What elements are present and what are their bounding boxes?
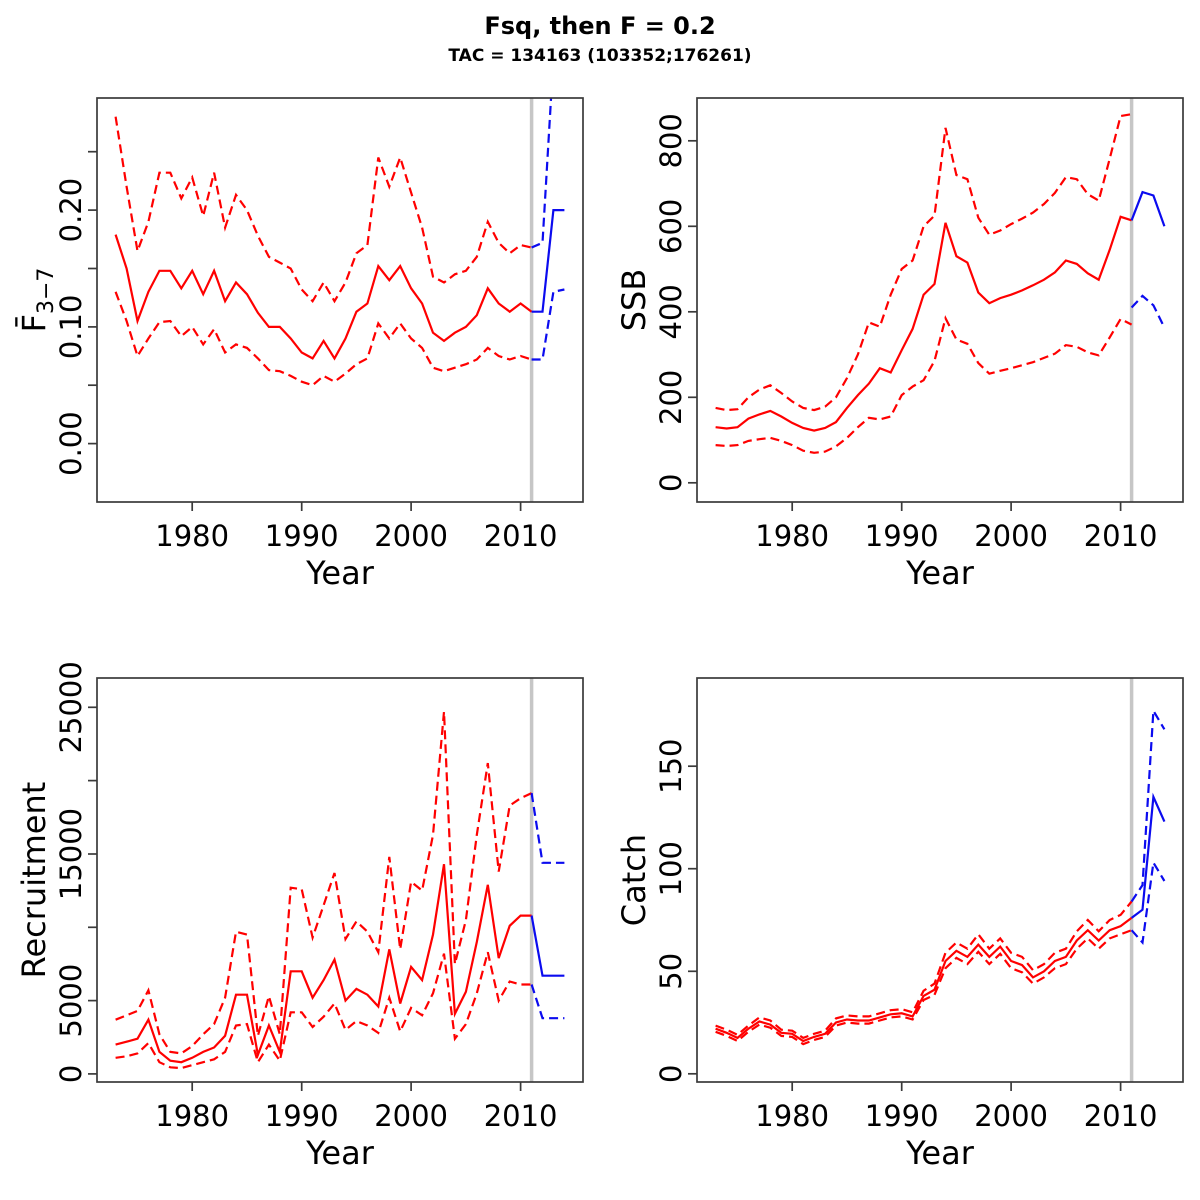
svg-text:0.20: 0.20 (54, 178, 88, 243)
svg-text:1980: 1980 (755, 1099, 829, 1133)
svg-text:2010: 2010 (1084, 1099, 1158, 1133)
svg-text:1990: 1990 (265, 519, 339, 553)
panel-recruitment: 1980 1990 2000 2010 0 5000 15000 25000 Year Recru… (0, 660, 600, 1200)
svg-text:0.10: 0.10 (54, 295, 88, 360)
svg-text:Year: Year (905, 554, 975, 592)
svg-text:0.00: 0.00 (54, 411, 88, 476)
svg-text:2010: 2010 (484, 519, 558, 553)
svg-text:Year: Year (905, 1134, 975, 1172)
fbar-chart: 1980 1990 2000 2010 0.00 0.10 0.20 Year F̄3−7 (14, 97, 584, 592)
svg-text:50: 50 (654, 953, 688, 990)
figure-subtitle: TAC = 134163 (103352;176261) (448, 46, 752, 66)
svg-text:150: 150 (654, 739, 688, 794)
panel-fbar: 1980 1990 2000 2010 0.00 0.10 0.20 Year F̄3−7 (0, 80, 600, 660)
svg-text:SSB: SSB (615, 269, 653, 332)
svg-text:Recruitment: Recruitment (15, 782, 53, 979)
panel-ssb: 1980 1990 2000 2010 0 200 400 600 800 Year SSB (600, 80, 1200, 660)
svg-text:1980: 1980 (755, 519, 829, 553)
svg-text:Year: Year (305, 1134, 375, 1172)
svg-text:400: 400 (654, 284, 688, 339)
svg-text:100: 100 (654, 841, 688, 896)
catch-chart: 1980 1990 2000 2010 0 50 100 150 Year Catch (615, 677, 1184, 1172)
svg-text:1990: 1990 (865, 1099, 939, 1133)
svg-text:Catch: Catch (615, 834, 653, 926)
svg-text:15000: 15000 (54, 808, 88, 900)
svg-text:2000: 2000 (974, 519, 1048, 553)
recruitment-chart: 1980 1990 2000 2010 0 5000 15000 25000 Year Recru… (15, 661, 584, 1172)
svg-text:2000: 2000 (374, 519, 448, 553)
svg-text:200: 200 (654, 370, 688, 425)
svg-text:1990: 1990 (865, 519, 939, 553)
svg-text:0: 0 (654, 474, 688, 492)
svg-text:25000: 25000 (54, 661, 88, 753)
ssb-chart: 1980 1990 2000 2010 0 200 400 600 800 Year SSB (615, 97, 1184, 592)
figure-title: Fsq, then F = 0.2 (484, 12, 716, 40)
svg-text:5000: 5000 (54, 964, 88, 1038)
svg-text:Year: Year (305, 554, 375, 592)
svg-text:2010: 2010 (484, 1099, 558, 1133)
panel-catch: 1980 1990 2000 2010 0 50 100 150 Year Catch (600, 660, 1200, 1200)
svg-text:2010: 2010 (1084, 519, 1158, 553)
svg-text:2000: 2000 (374, 1099, 448, 1133)
svg-text:2000: 2000 (974, 1099, 1048, 1133)
svg-text:1980: 1980 (155, 1099, 229, 1133)
svg-text:0: 0 (54, 1065, 88, 1083)
svg-text:800: 800 (654, 113, 688, 168)
svg-text:1990: 1990 (265, 1099, 339, 1133)
svg-text:600: 600 (654, 199, 688, 254)
svg-text:F̄3−7: F̄3−7 (14, 268, 59, 333)
svg-text:1980: 1980 (155, 519, 229, 553)
svg-text:0: 0 (654, 1065, 688, 1083)
